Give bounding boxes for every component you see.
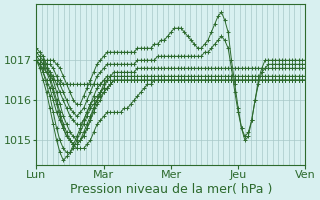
X-axis label: Pression niveau de la mer( hPa ): Pression niveau de la mer( hPa ) [70,183,272,196]
